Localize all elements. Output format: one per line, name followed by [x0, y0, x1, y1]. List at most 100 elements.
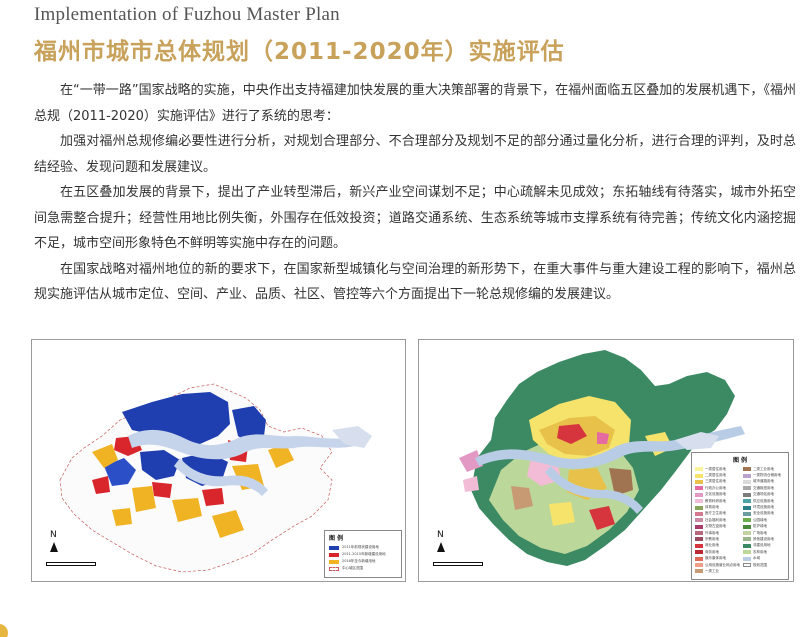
legend-label: 公用设施营业网点用地 [705, 562, 740, 567]
legend-label: 社会福利用地 [705, 517, 726, 522]
legend-item: 三类居住用地 [692, 479, 740, 485]
legend-swatch [743, 531, 751, 536]
legend-item: 规划范围 [740, 562, 788, 568]
legend-item: 农林用地 [740, 549, 788, 555]
legend-swatch [743, 467, 751, 472]
legend-label: 城市道路用地 [753, 479, 774, 484]
legend-swatch [743, 543, 751, 548]
legend-item: 广场用地 [740, 530, 788, 536]
legend-label: 广场用地 [753, 530, 767, 535]
legend-label: 2011-2015年新增建设用地 [342, 552, 386, 556]
legend-swatch [743, 511, 751, 516]
legend-swatch [695, 518, 703, 523]
legend-item: 宗教用地 [692, 536, 740, 542]
legend-swatch [695, 563, 703, 568]
legend-swatch [743, 499, 751, 504]
legend-label: 一类物流仓储用地 [753, 473, 781, 478]
legend-label: 行政办公用地 [705, 485, 726, 490]
legend-swatch [695, 537, 703, 542]
legend-label: 2016年至今新增用地 [342, 559, 376, 563]
legend-item: 一类物流仓储用地 [740, 472, 788, 478]
legend-swatch [743, 492, 751, 497]
legend-item: 娱乐康体用地 [692, 555, 740, 561]
legend-label: 中心城区范围 [342, 566, 363, 570]
legend-label: 文化设施用地 [705, 492, 726, 497]
legend-label: 体育用地 [705, 505, 719, 510]
legend-item: 一类居住用地 [692, 466, 740, 472]
legend-label: 三类居住用地 [705, 479, 726, 484]
legend-title: 图 例 [329, 535, 344, 542]
legend-item: 交通场站用地 [740, 492, 788, 498]
paragraph-4: 在国家战略对福州地位的新的要求下，在国家新型城镇化与空间治理的新形势下，在重大事… [34, 261, 796, 303]
page-tab-marker [0, 624, 8, 637]
legend-label: 外事用地 [705, 530, 719, 535]
chinese-title: 福州市城市总体规划（2011-2020年）实施评估 [34, 39, 565, 65]
legend-swatch [329, 559, 339, 564]
legend-item: 文物古迹用地 [692, 524, 740, 530]
legend-item: 城市道路用地 [740, 479, 788, 485]
legend-label: 交通场站用地 [753, 492, 774, 497]
english-title: Implementation of Fuzhou Master Plan [34, 4, 340, 25]
legend-label: 非建设用地 [753, 543, 771, 548]
construction-land-map-graphic [50, 383, 372, 573]
north-arrow-label: N [437, 530, 444, 540]
legend-swatch [743, 479, 751, 484]
legend-item: 体育用地 [692, 504, 740, 510]
legend-label: 规划范围 [753, 562, 767, 567]
land-use-plan-map: N 图 例 一类居住用地 二类居住用地 三类居住用地 行政办公用地 文化设施用地 教育科研… [418, 339, 794, 582]
scale-bar [46, 562, 96, 566]
legend-column-right: 二类工业用地一类物流仓储用地 城市道路用地 交通枢纽用地 交通场站用地 供应设施用地 环境… [740, 466, 788, 575]
legend-swatch [743, 524, 751, 529]
legend-swatch [743, 537, 751, 542]
legend-label: 一类居住用地 [705, 466, 726, 471]
body-text: 在“一带一路”国家战略的实施，中央作出支持福建加快发展的重大决策部署的背景下，在… [34, 78, 796, 308]
legend-swatch [695, 524, 703, 529]
legend-item: 二类工业用地 [740, 466, 788, 472]
legend-label: 2011年前现状建设用地 [342, 545, 379, 549]
scale-bar [433, 562, 483, 566]
legend-item: 文化设施用地 [692, 492, 740, 498]
legend-label: 商务用地 [705, 549, 719, 554]
legend-item: 商业用地 [692, 543, 740, 549]
legend-swatch [695, 531, 703, 536]
legend-swatch [743, 563, 751, 568]
legend-item: 外事用地 [692, 530, 740, 536]
legend-swatch [329, 545, 339, 550]
right-map-legend: 图 例 一类居住用地 二类居住用地 三类居住用地 行政办公用地 文化设施用地 教育科研用地… [691, 452, 789, 580]
legend-item: 公用设施营业网点用地 [692, 562, 740, 568]
legend-item: 2011-2015年新增建设用地 [325, 551, 401, 558]
legend-item: 行政办公用地 [692, 485, 740, 491]
legend-label: 二类居住用地 [705, 473, 726, 478]
legend-swatch [695, 511, 703, 516]
legend-label: 农林用地 [753, 549, 767, 554]
legend-label: 娱乐康体用地 [705, 556, 726, 561]
legend-swatch [695, 467, 703, 472]
legend-item: 中心城区范围 [325, 565, 401, 572]
left-map-legend: 图 例 2011年前现状建设用地 2011-2015年新增建设用地 2016年至… [324, 530, 402, 578]
north-arrow-label: N [50, 530, 57, 540]
legend-item: 其他建设用地 [740, 536, 788, 542]
legend-item: 供应设施用地 [740, 498, 788, 504]
legend-swatch [695, 556, 703, 561]
legend-swatch [695, 479, 703, 484]
legend-item: 环境设施用地 [740, 504, 788, 510]
legend-swatch [695, 486, 703, 491]
legend-swatch [695, 492, 703, 497]
land-use-plan-map-graphic [437, 350, 745, 566]
legend-label: 公园绿地 [753, 517, 767, 522]
legend-swatch [695, 505, 703, 510]
construction-land-map: N 图 例 2011年前现状建设用地 2011-2015年新增建设用地 2016… [31, 339, 406, 582]
legend-item: 教育科研用地 [692, 498, 740, 504]
legend-label: 交通枢纽用地 [753, 485, 774, 490]
legend-swatch [695, 550, 703, 555]
legend-item: 2011年前现状建设用地 [325, 544, 401, 551]
legend-swatch [743, 505, 751, 510]
paragraph-2: 加强对福州总规修编必要性进行分析，对规划合理部分、不合理部分及规划不足的部分通过… [34, 134, 796, 175]
legend-swatch [695, 499, 703, 504]
paragraph-1: 在“一带一路”国家战略的实施，中央作出支持福建加快发展的重大决策部署的背景下，在… [34, 83, 796, 124]
legend-columns: 一类居住用地 二类居住用地 三类居住用地 行政办公用地 文化设施用地 教育科研用地 体育用地… [692, 466, 788, 575]
legend-label: 二类工业用地 [753, 466, 774, 471]
legend-swatch [743, 518, 751, 523]
legend-swatch [743, 473, 751, 478]
legend-swatch [695, 543, 703, 548]
